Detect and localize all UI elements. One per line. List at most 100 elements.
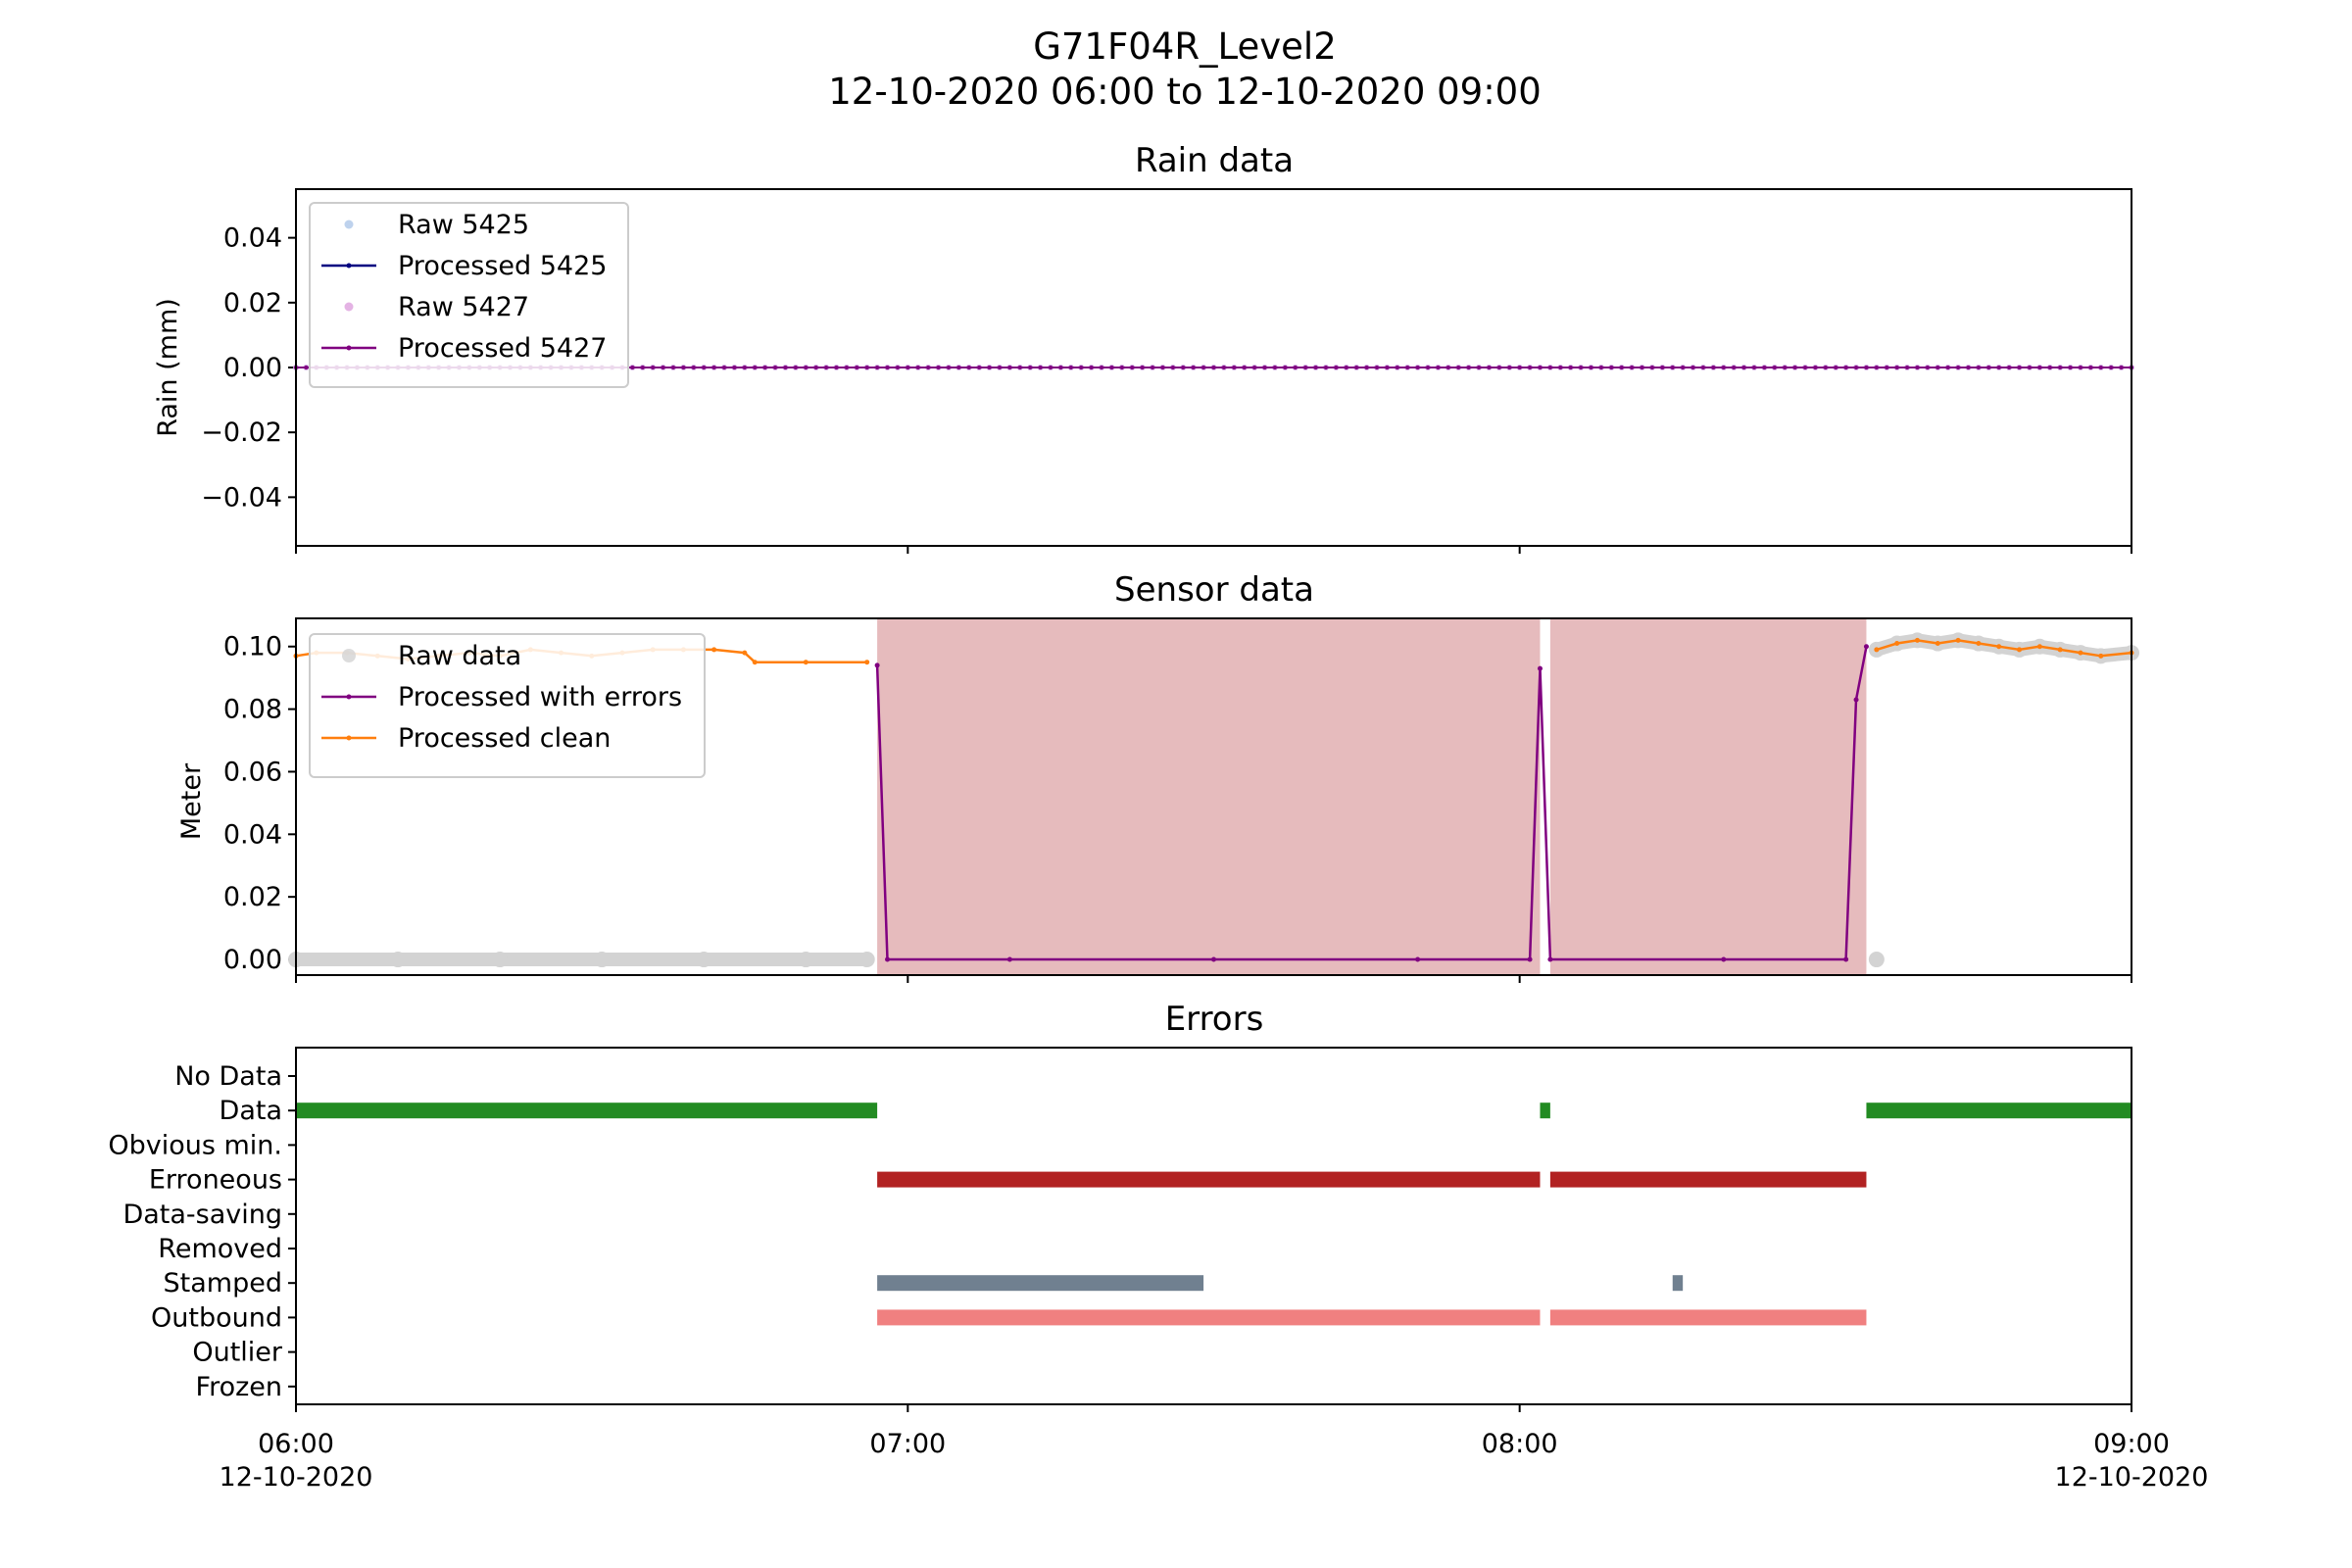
- rain-data-point: [681, 366, 686, 369]
- errors-bar: [1540, 1102, 1550, 1119]
- rain-y-tick-label: 0.00: [223, 353, 282, 383]
- rain-data-point: [1619, 366, 1624, 369]
- rain-data-point: [875, 366, 880, 369]
- rain-data-point: [946, 366, 951, 369]
- rain-data-point: [1079, 366, 1084, 369]
- rain-data-point: [1762, 366, 1767, 369]
- rain-data-point: [1711, 366, 1716, 369]
- sensor-data-point: [1996, 644, 2002, 650]
- sensor-y-tick-label: 0.02: [223, 882, 282, 912]
- sensor-data-point: [1976, 641, 1982, 647]
- x-tick-label: 06:00: [258, 1429, 334, 1459]
- sensor-legend: Raw data Processed with errors Processed c…: [309, 633, 706, 778]
- rain-data-point: [1732, 366, 1737, 369]
- sensor-data-point: [2078, 650, 2083, 656]
- rain-panel: Rain data Rain (mm) 0.04 0.02 0.00 −0.02 −0.…: [153, 141, 2134, 547]
- rain-y-tick-label: 0.04: [223, 223, 282, 254]
- rain-data-point: [1436, 366, 1441, 369]
- errors-category-label: Erroneous: [149, 1165, 282, 1196]
- errors-bar: [296, 1102, 878, 1119]
- rain-data-point: [1211, 366, 1216, 369]
- rain-data-point: [885, 366, 890, 369]
- rain-legend-box: [309, 202, 629, 388]
- rain-data-point: [813, 366, 818, 369]
- errors-panel-title: Errors: [1165, 1000, 1264, 1039]
- sensor-data-point: [1547, 956, 1553, 962]
- sensor-panel: Sensor data Meter 0.100.080.060.040.020.…: [176, 570, 2139, 976]
- sensor-legend-marker: [346, 735, 352, 741]
- rain-data-point: [1700, 366, 1705, 369]
- x-tick-date-label: 12-10-2020: [2055, 1462, 2209, 1493]
- x-tick-label: 09:00: [2093, 1429, 2170, 1459]
- rain-data-point: [783, 366, 788, 369]
- errors-bar: [1549, 1309, 1867, 1326]
- rain-data-point: [915, 366, 920, 369]
- rain-data-point: [1589, 366, 1593, 369]
- sensor-raw-point: [798, 952, 814, 968]
- rain-data-point: [1854, 366, 1859, 369]
- rain-data-point: [1681, 366, 1686, 369]
- sensor-data-point: [874, 662, 880, 668]
- rain-data-point: [1426, 366, 1431, 369]
- errors-bar: [877, 1309, 1541, 1326]
- rain-data-point: [1834, 366, 1838, 369]
- rain-data-point: [844, 366, 849, 369]
- sensor-data-point: [2036, 644, 2042, 650]
- rain-y-tick-label: 0.02: [223, 288, 282, 318]
- errors-category-label: Removed: [158, 1234, 282, 1264]
- rain-data-point: [1568, 366, 1573, 369]
- sensor-data-point: [1843, 956, 1849, 962]
- rain-data-point: [691, 366, 696, 369]
- rain-data-point: [1772, 366, 1777, 369]
- rain-data-point: [711, 366, 716, 369]
- rain-data-point: [1354, 366, 1359, 369]
- sensor-y-tick-label: 0.04: [223, 819, 282, 850]
- errors-category-label: No Data: [174, 1061, 282, 1092]
- rain-data-point: [1670, 366, 1675, 369]
- sensor-axes-frame: [295, 617, 2132, 976]
- sensor-data-point: [742, 650, 748, 656]
- rain-data-point: [1598, 366, 1603, 369]
- rain-data-point: [1028, 366, 1033, 369]
- sensor-legend-label: Processed with errors: [398, 682, 682, 712]
- rain-data-point: [1364, 366, 1369, 369]
- rain-data-point: [1936, 366, 1940, 369]
- rain-y-axis-label: Rain (mm): [153, 298, 183, 437]
- rain-data-point: [1925, 366, 1930, 369]
- rain-data-point: [2068, 366, 2073, 369]
- sensor-data-point: [1537, 665, 1543, 671]
- rain-data-point: [1232, 366, 1237, 369]
- rain-data-point: [1976, 366, 1981, 369]
- rain-data-point: [1313, 366, 1318, 369]
- sensor-y-tick-label: 0.08: [223, 695, 282, 725]
- rain-data-point: [742, 366, 747, 369]
- sensor-data-point: [1415, 956, 1421, 962]
- rain-data-point: [1068, 366, 1073, 369]
- rain-data-point: [1089, 366, 1094, 369]
- sensor-legend-box: [309, 633, 706, 778]
- rain-data-point: [1751, 366, 1756, 369]
- rain-y-tick-label: −0.04: [201, 482, 282, 513]
- sensor-raw-point: [696, 952, 712, 968]
- rain-y-tick-label: −0.02: [201, 417, 282, 448]
- rain-data-point: [651, 366, 656, 369]
- sensor-data-point: [711, 647, 717, 653]
- rain-data-point: [1170, 366, 1175, 369]
- rain-legend-marker: [344, 302, 354, 312]
- rain-data-point: [1049, 366, 1054, 369]
- rain-data-point: [1996, 366, 2001, 369]
- rain-data-point: [1334, 366, 1339, 369]
- rain-data-point: [1201, 366, 1206, 369]
- rain-data-point: [1660, 366, 1665, 369]
- rain-data-point: [1160, 366, 1165, 369]
- sensor-y-tick-label: 0.00: [223, 945, 282, 975]
- rain-data-point: [1395, 366, 1399, 369]
- sensor-data-point: [864, 660, 870, 665]
- rain-data-point: [864, 366, 869, 369]
- rain-data-point: [824, 366, 829, 369]
- rain-data-point: [2037, 366, 2042, 369]
- rain-data-point: [1293, 366, 1298, 369]
- rain-data-point: [997, 366, 1002, 369]
- rain-data-point: [773, 366, 778, 369]
